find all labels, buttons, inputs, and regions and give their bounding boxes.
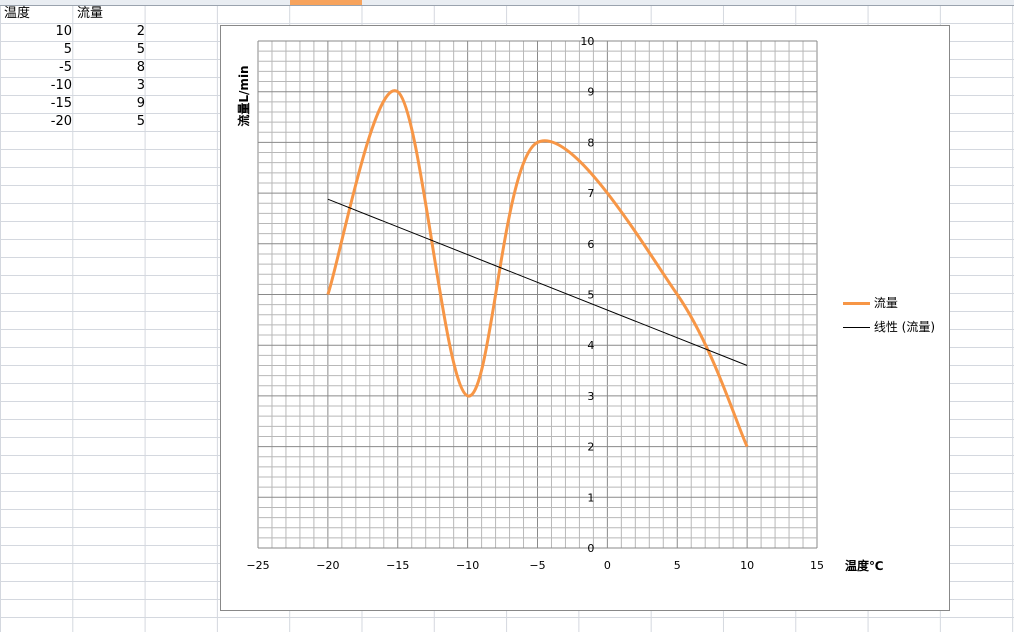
data-cell[interactable]: 10 xyxy=(55,24,72,39)
selected-column-header[interactable] xyxy=(290,0,362,5)
data-cell[interactable]: 5 xyxy=(136,42,145,57)
series-line-flow xyxy=(326,89,749,448)
y-tick-label: 2 xyxy=(587,441,594,454)
y-tick-label: 3 xyxy=(587,390,594,403)
legend-item-flow: 流量 xyxy=(843,294,898,311)
x-tick-label: 15 xyxy=(810,559,824,572)
y-tick-label: 9 xyxy=(587,86,594,99)
x-tick-label: 10 xyxy=(740,559,754,572)
data-cell[interactable]: 2 xyxy=(136,24,145,39)
legend-label: 线性 (流量) xyxy=(873,320,936,334)
data-cell[interactable]: 5 xyxy=(63,42,72,57)
y-tick-label: 7 xyxy=(587,187,594,200)
y-tick-label: 1 xyxy=(587,491,594,504)
x-tick-label: −20 xyxy=(316,559,339,572)
y-tick-label: 5 xyxy=(587,289,594,302)
data-cell[interactable]: 3 xyxy=(136,78,145,93)
chart[interactable]: −25 −20 −15 −10 −5 0 5 10 15 0 1 2 3 4 5 6 7 8 9 10 温度℃ 流量L/m… xyxy=(220,25,950,611)
y-axis-title: 流量L/min xyxy=(236,65,251,126)
data-cell[interactable]: -5 xyxy=(59,60,72,75)
data-cell[interactable]: 5 xyxy=(136,114,145,129)
trendline-linear xyxy=(327,198,748,366)
x-tick-label: −15 xyxy=(386,559,409,572)
header-cell-flow[interactable]: 流量 xyxy=(77,6,104,21)
x-axis-title: 温度℃ xyxy=(845,558,884,573)
x-tick-label: −5 xyxy=(529,559,545,572)
x-tick-label: 5 xyxy=(674,559,681,572)
x-tick-label: −10 xyxy=(456,559,479,572)
legend-item-trendline: 线性 (流量) xyxy=(843,318,935,335)
data-cell[interactable]: -10 xyxy=(50,78,72,93)
legend-label: 流量 xyxy=(873,296,898,310)
data-cell[interactable]: 9 xyxy=(136,96,145,111)
column-header-bar[interactable] xyxy=(0,0,1014,6)
y-tick-label: 4 xyxy=(587,339,594,352)
data-cell[interactable]: -15 xyxy=(50,96,72,111)
legend-swatch-flow xyxy=(843,302,870,305)
data-cell[interactable]: 8 xyxy=(136,60,145,75)
chart-svg: −25 −20 −15 −10 −5 0 5 10 15 0 1 2 3 4 5 6 7 8 9 10 温度℃ 流量L/m… xyxy=(236,35,884,573)
legend-swatch-trendline xyxy=(843,327,870,328)
x-tick-label: −25 xyxy=(246,559,269,572)
header-cell-temperature[interactable]: 温度 xyxy=(4,6,31,21)
y-tick-label: 6 xyxy=(587,238,594,251)
y-tick-label: 10 xyxy=(580,35,594,48)
data-cell[interactable]: -20 xyxy=(50,114,72,129)
x-tick-label: 0 xyxy=(604,559,611,572)
y-tick-label: 8 xyxy=(587,136,594,149)
y-tick-label: 0 xyxy=(587,542,594,555)
